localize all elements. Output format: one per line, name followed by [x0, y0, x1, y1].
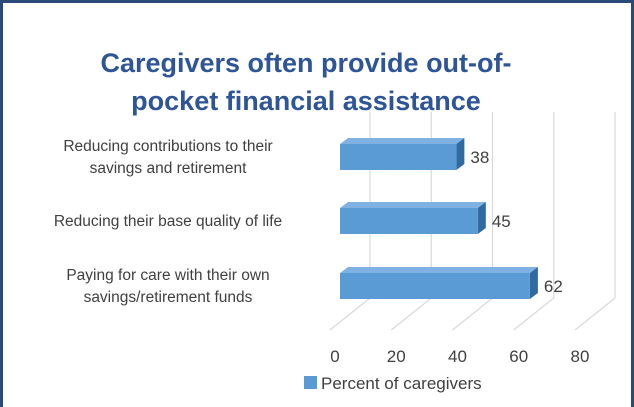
category-label-0-line-1: savings and retirement — [90, 160, 247, 177]
gridline-floor-3 — [513, 297, 555, 331]
bars — [340, 138, 538, 299]
x-tick-label-2: 40 — [448, 347, 467, 366]
category-labels: Reducing contributions to their savings a… — [54, 138, 282, 306]
data-label-1: 45 — [492, 212, 511, 231]
x-axis-tick-labels: 0 20 40 60 80 — [330, 347, 589, 366]
x-tick-label-0: 0 — [330, 347, 339, 366]
bar-top-1 — [340, 202, 486, 208]
bar-top-0 — [340, 138, 465, 144]
gridline-floor-4 — [574, 297, 616, 331]
chart-title-line-1: Caregivers often provide out-of- — [100, 48, 511, 78]
data-label-0: 38 — [470, 148, 489, 167]
x-tick-label-1: 20 — [387, 347, 406, 366]
chart-title: Caregivers often provide out-of- pocket … — [100, 48, 511, 116]
bar-2 — [340, 273, 530, 299]
data-label-2: 62 — [544, 277, 563, 296]
legend: Percent of caregivers — [304, 374, 482, 393]
bar-side-0 — [456, 138, 465, 170]
bar-top-2 — [340, 267, 538, 273]
category-label-1-line-0: Reducing their base quality of life — [54, 213, 282, 230]
category-label-2-line-1: savings/retirement funds — [84, 289, 253, 306]
gridline-floor-1 — [390, 297, 432, 331]
gridline-floor-0 — [329, 297, 371, 331]
x-tick-label-4: 80 — [571, 347, 590, 366]
legend-label: Percent of caregivers — [321, 374, 482, 393]
category-label-2-line-0: Paying for care with their own — [66, 267, 269, 284]
category-label-0-line-0: Reducing contributions to their — [63, 138, 272, 155]
x-tick-label-3: 60 — [509, 347, 528, 366]
data-labels: 38 45 62 — [470, 148, 562, 296]
bar-side-1 — [477, 202, 486, 234]
bar-side-2 — [529, 267, 538, 299]
chart-title-line-2: pocket financial assistance — [131, 86, 481, 116]
bar-1 — [340, 208, 478, 234]
legend-swatch — [304, 376, 317, 389]
bar-0 — [340, 144, 457, 170]
gridline-floor-2 — [452, 297, 493, 331]
